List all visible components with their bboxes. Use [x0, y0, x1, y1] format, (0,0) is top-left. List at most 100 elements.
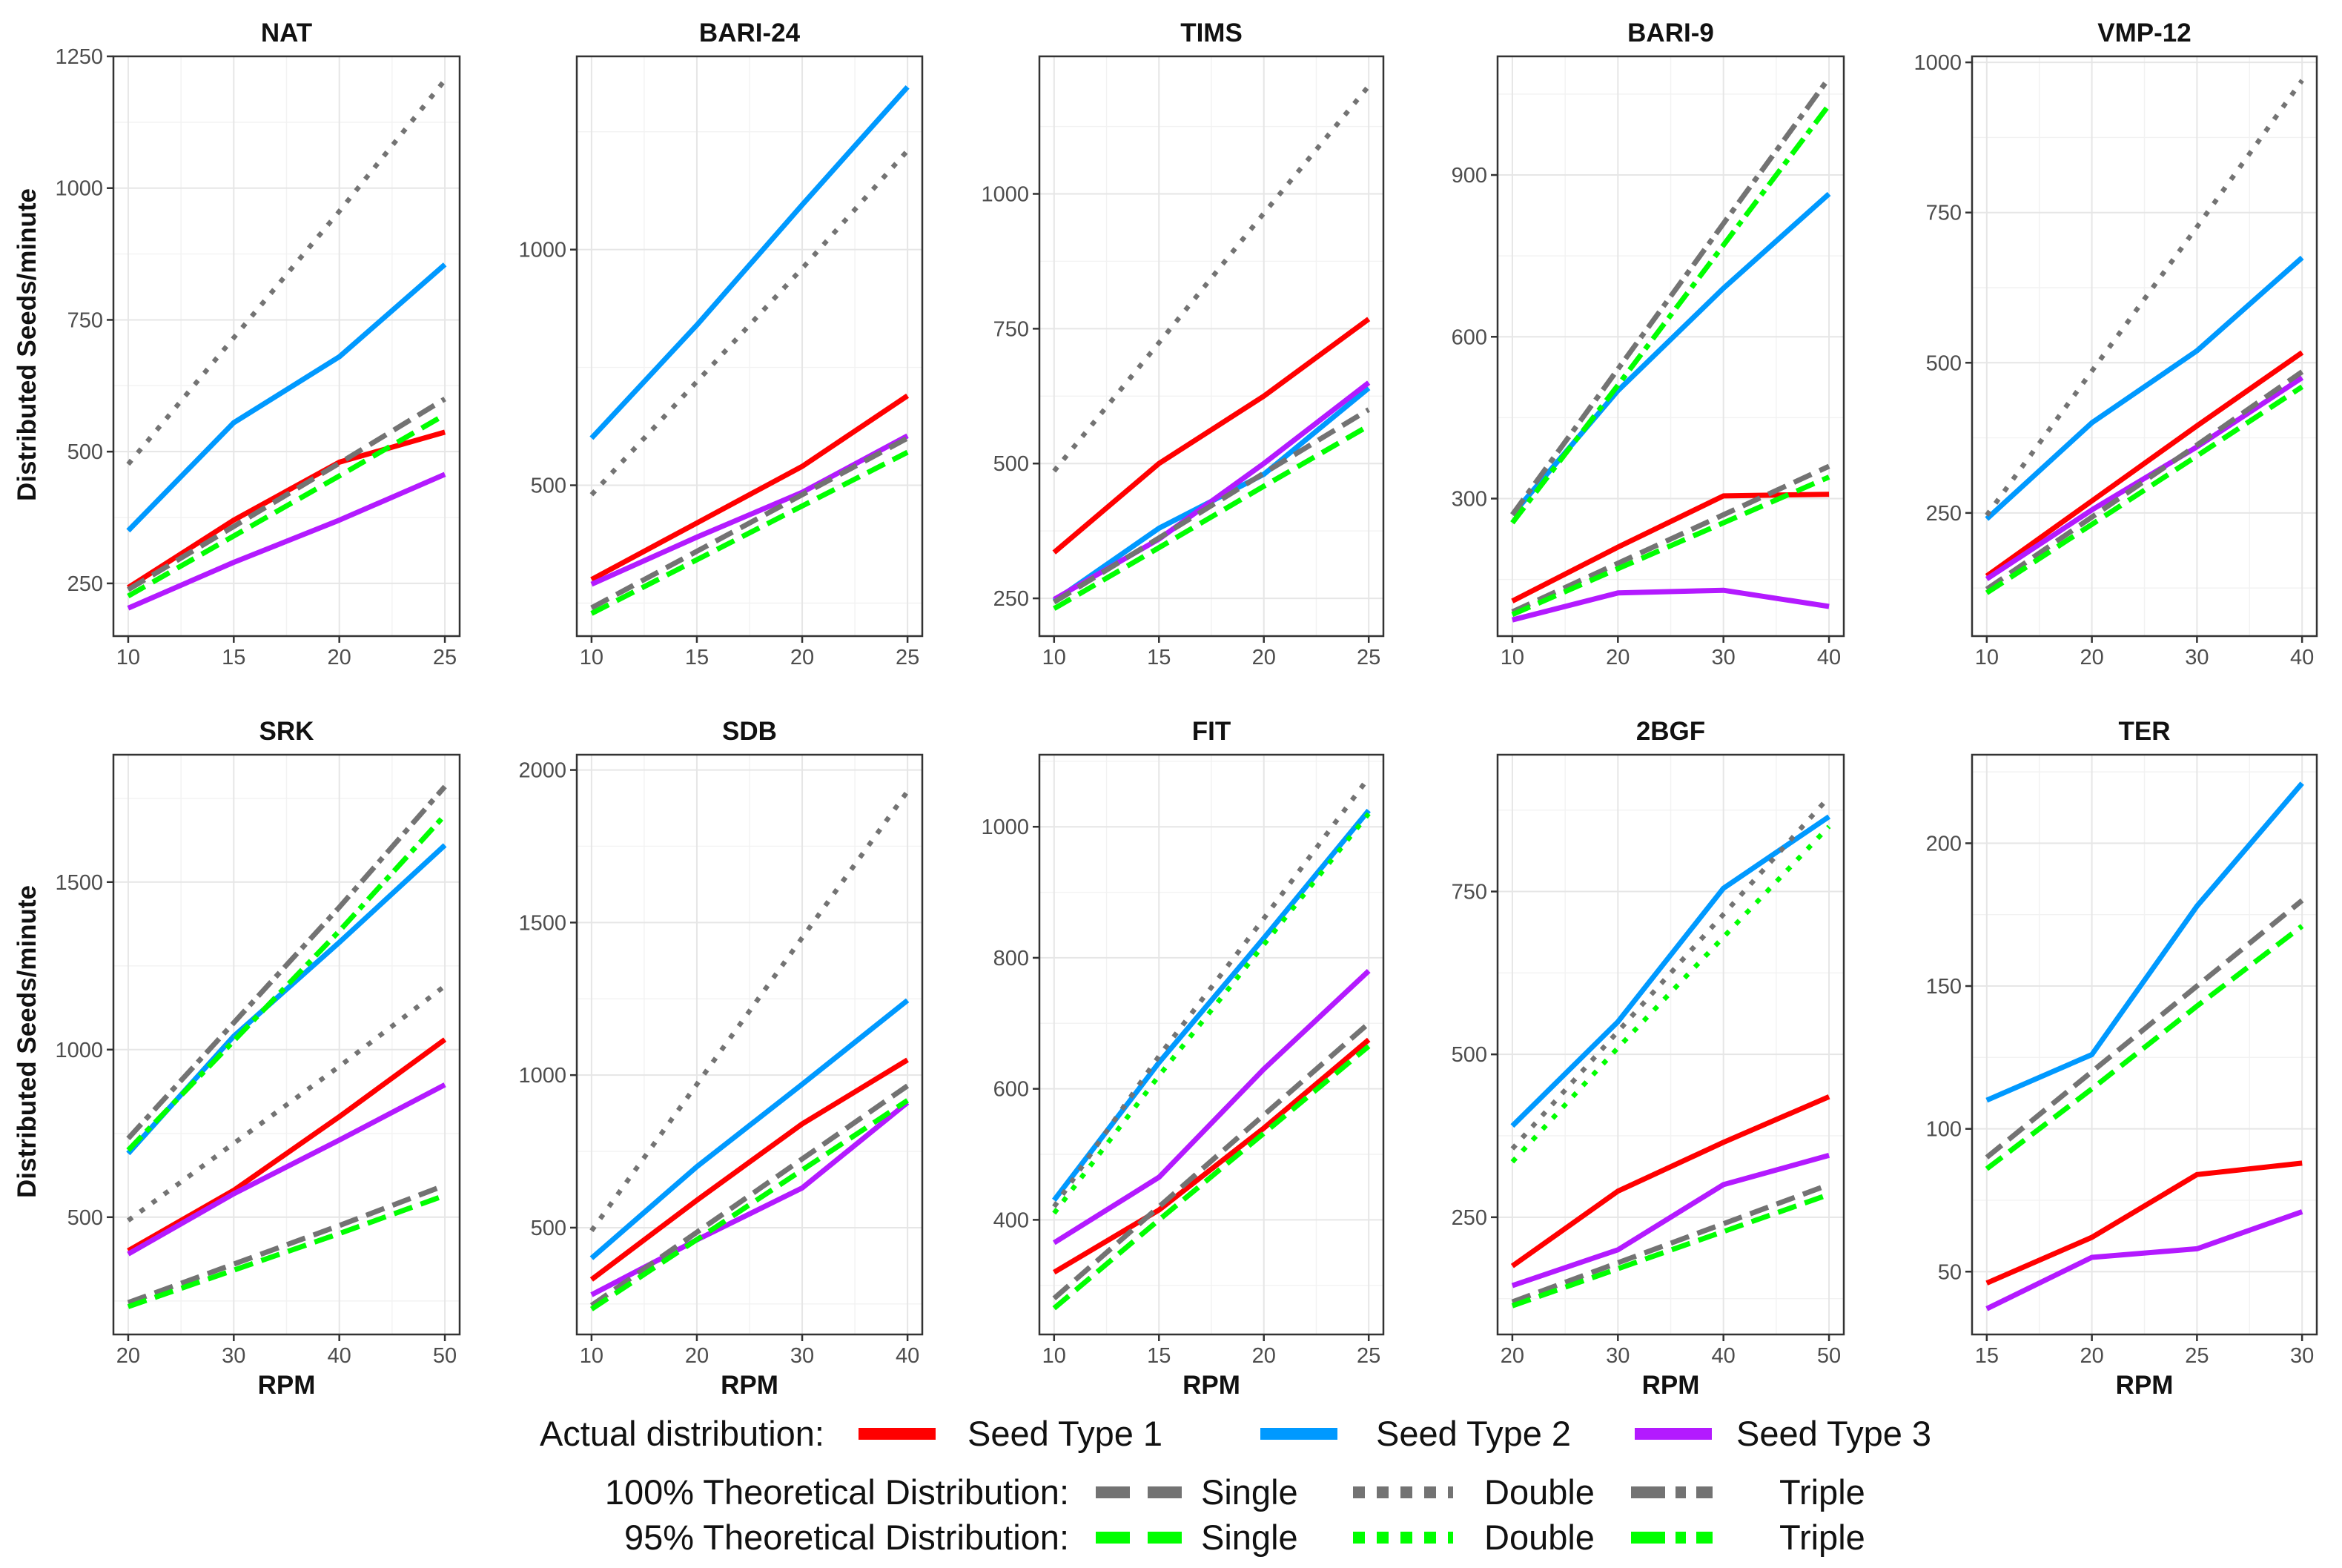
y-tick-label: 400 [993, 1208, 1029, 1232]
panel-frame [575, 55, 924, 638]
series-line-100-single [1511, 463, 1830, 615]
x-tick-label: 15 [685, 646, 709, 669]
legend-seed-type-2-label: Seed Type 2 [1376, 1414, 1571, 1453]
panel-title: SRK [259, 717, 314, 746]
x-tick-label: 20 [1606, 646, 1630, 669]
y-tick-label: 250 [1452, 1206, 1487, 1230]
series-line-100-single [1052, 407, 1371, 605]
panel-frame [1496, 55, 1845, 638]
panel-bari-24: 10 15 20 25 500 1000 BARI-24 [518, 19, 924, 669]
x-tick-label: 10 [1975, 646, 1999, 669]
series-line-100-double [1052, 775, 1371, 1208]
legend-theo100-triple-label: Triple [1779, 1472, 1865, 1512]
legend-theo100-single-label: Single [1201, 1472, 1298, 1512]
x-tick-label: 20 [2080, 646, 2103, 669]
series-line-seed-type-1 [1510, 1094, 1830, 1268]
panel-title: VMP-12 [2097, 19, 2191, 47]
series-line-100-single [589, 1083, 910, 1308]
y-tick-label: 1000 [1913, 51, 1962, 75]
x-tick-label: 50 [1817, 1344, 1841, 1368]
x-tick-label: 20 [116, 1344, 140, 1368]
x-tick-label: 30 [1712, 646, 1736, 669]
panel-nat: 10 15 20 25 250 500 750 1000 1250 NAT [55, 19, 461, 669]
series-line-95-single [1053, 423, 1370, 611]
series-line-seed-type-1 [127, 429, 446, 590]
series-line-seed-type-3 [127, 472, 446, 611]
panel-frame [1971, 753, 2318, 1336]
x-tick-label: 40 [896, 1344, 919, 1368]
series-line-95-triple [1510, 103, 1831, 525]
y-axis-title-top: Distributed Seeds/minute [13, 188, 42, 501]
x-tick-label: 15 [222, 646, 245, 669]
panel-frame [112, 753, 461, 1336]
x-tick-label: 10 [116, 646, 140, 669]
y-tick-label: 600 [1452, 325, 1487, 349]
y-tick-label: 800 [993, 947, 1029, 970]
series-line-seed-type-3 [1985, 1209, 2303, 1311]
y-tick-label: 1000 [55, 177, 103, 201]
y-tick-label: 250 [67, 572, 103, 596]
series-line-100-single [127, 397, 446, 592]
series-line-95-single [590, 449, 909, 616]
x-tick-label: 30 [790, 1344, 814, 1368]
x-tick-label: 15 [1147, 646, 1171, 669]
x-tick-label: 20 [685, 1344, 709, 1368]
x-tick-label: 25 [2185, 1344, 2209, 1368]
y-tick-label: 1000 [981, 816, 1029, 839]
x-tick-label: 10 [1501, 646, 1524, 669]
series-line-seed-type-1 [1053, 1037, 1371, 1275]
series-line-seed-type-3 [1985, 375, 2304, 581]
x-tick-label: 20 [1501, 1344, 1524, 1368]
series-line-95-double [1052, 812, 1371, 1215]
y-tick-label: 500 [1926, 351, 1962, 375]
series-line-seed-type-2 [589, 85, 910, 440]
x-tick-label: 30 [2290, 1344, 2314, 1368]
legend-actual-label: Actual distribution: [540, 1414, 824, 1453]
x-tick-label: 40 [1817, 646, 1841, 669]
panel-title: TER [2119, 717, 2171, 746]
y-tick-label: 2000 [518, 759, 566, 783]
legend: Actual distribution: Seed Type 1 Seed Ty… [540, 1414, 1931, 1557]
series-line-seed-type-1 [1985, 350, 2304, 578]
x-tick-label: 30 [222, 1344, 245, 1368]
series-line-seed-type-2 [126, 262, 447, 533]
series-line-seed-type-1 [127, 1037, 447, 1254]
y-tick-label: 1500 [518, 911, 566, 935]
panel-bari-9: 10 20 30 40 300 600 900 BARI-9 [1452, 19, 1845, 669]
legend-seed-type-3-label: Seed Type 3 [1736, 1414, 1931, 1453]
y-tick-label: 500 [531, 474, 566, 498]
y-tick-label: 1000 [981, 182, 1029, 206]
series-line-100-double [589, 149, 910, 497]
series-line-95-single [1511, 474, 1830, 618]
series-line-100-double [126, 984, 447, 1223]
series-line-seed-type-2 [1510, 814, 1831, 1128]
y-tick-label: 1250 [55, 45, 103, 69]
series-line-seed-type-2 [126, 843, 447, 1156]
x-tick-label: 20 [2080, 1344, 2103, 1368]
panel-frame [112, 55, 461, 638]
panel-sdb: 10 20 30 40 500 1000 1500 2000 SDB RPM [518, 717, 924, 1400]
y-tick-label: 750 [67, 308, 103, 332]
legend-theo95-triple-label: Triple [1779, 1518, 1865, 1557]
x-tick-label: 10 [1042, 646, 1066, 669]
series-line-100-triple [1510, 76, 1831, 517]
x-tick-label: 30 [2185, 646, 2209, 669]
legend-theo100-label: 100% Theoretical Distribution: [605, 1472, 1069, 1512]
series-line-100-triple [126, 784, 447, 1140]
series-line-seed-type-2 [589, 998, 910, 1260]
series-line-95-single [127, 412, 446, 599]
panel-title: BARI-9 [1627, 19, 1714, 47]
legend-theo95-label: 95% Theoretical Distribution: [624, 1518, 1069, 1557]
y-tick-label: 750 [1452, 881, 1487, 904]
series-line-seed-type-3 [1052, 969, 1371, 1246]
y-tick-label: 1000 [518, 239, 566, 262]
y-tick-label: 1000 [55, 1039, 103, 1062]
series-line-100-double [1510, 795, 1831, 1151]
panel-frame [1038, 55, 1385, 638]
x-tick-label: 20 [328, 646, 351, 669]
series-line-100-double [1985, 79, 2304, 517]
y-tick-label: 1000 [518, 1064, 566, 1088]
panel-ter: 15 20 25 30 50 100 150 200 TER RPM [1926, 717, 2318, 1400]
panel-title: SDB [722, 717, 777, 746]
